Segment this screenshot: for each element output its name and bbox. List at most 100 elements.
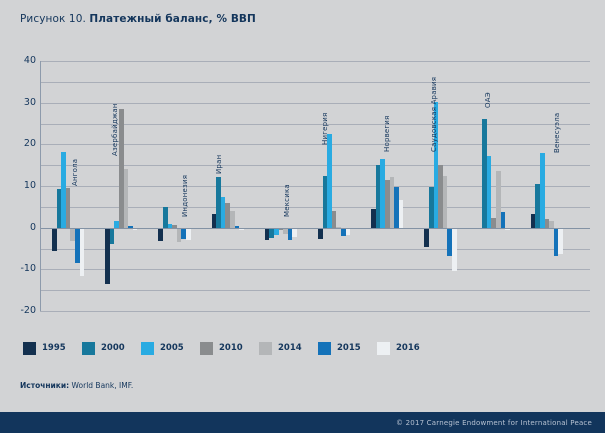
country-label: Нигерия (321, 112, 329, 145)
bar-2010-ОАЭ (491, 217, 496, 228)
bar-2016-Индонезия (186, 228, 191, 241)
y-tick-label: 0 (29, 221, 36, 233)
country-label: Индонезия (181, 174, 189, 217)
bar-2005-Саудовская Аравия (433, 101, 439, 228)
bar-2016-Ангола (79, 228, 85, 276)
bar-1995-Иран (211, 214, 217, 228)
bar-1995-Саудовская Аравия (424, 228, 429, 248)
bar-2014-Индонезия (176, 228, 182, 242)
y-tick-label: -20 (20, 305, 36, 316)
bar-2005-Мексика (274, 228, 279, 236)
bar-2000-Индонезия (163, 206, 168, 228)
legend-swatch (377, 342, 390, 355)
bar-2014-Норвегия (389, 176, 395, 228)
bar-2000-Азербайджан (109, 228, 115, 245)
bar-2010-Иран (225, 202, 230, 228)
bar-1995-Нигерия (318, 228, 323, 239)
source-line: Источники: World Bank, IMF. (20, 381, 133, 390)
bar-1995-Индонезия (158, 228, 163, 242)
bar-2000-Мексика (269, 228, 274, 238)
bar-2005-Нигерия (327, 134, 332, 228)
bar-2016-Венесуэла (558, 228, 563, 255)
legend-year-label: 2010 (219, 343, 243, 353)
bar-2015-Венесуэла (553, 228, 559, 257)
country-label: Иран (215, 154, 223, 174)
bar-2016-Азербайджан (132, 228, 138, 231)
country-label: Ангола (71, 158, 79, 186)
bar-2016-Мексика (292, 228, 297, 237)
bar-2000-Нигерия (322, 176, 328, 228)
figure-number: Рисунок 10. (20, 13, 90, 25)
bar-2010-Азербайджан (119, 109, 124, 228)
bar-2010-Индонезия (172, 224, 177, 228)
y-axis-line (40, 61, 41, 311)
bar-2015-Индонезия (181, 228, 186, 239)
y-tick-label: 20 (23, 138, 36, 150)
bar-2015-Норвегия (394, 186, 399, 228)
bar-2000-Ангола (56, 189, 62, 228)
bar-2014-Азербайджан (123, 169, 129, 228)
country-label: Венесуэла (553, 112, 561, 153)
bar-2014-Саудовская Аравия (442, 176, 448, 228)
bar-2015-Мексика (287, 228, 293, 241)
bar-1995-Мексика (264, 228, 270, 241)
bar-2005-ОАЭ (486, 155, 492, 228)
gridline (40, 102, 590, 104)
legend-swatch (200, 342, 213, 355)
legend-swatch (318, 342, 331, 355)
bar-2000-Венесуэла (535, 184, 540, 228)
bar-2016-Иран (239, 228, 244, 231)
bar-1995-Норвегия (371, 208, 376, 228)
bar-2010-Мексика (278, 228, 284, 230)
gridline (40, 269, 590, 271)
legend-year-label: 2016 (396, 343, 420, 353)
gridline (40, 144, 590, 146)
bar-2015-ОАЭ (500, 211, 506, 228)
bar-2005-Венесуэла (540, 152, 545, 228)
bar-2014-Иран (230, 211, 235, 228)
gridline (40, 206, 590, 208)
bar-2014-Мексика (283, 228, 288, 234)
legend-swatch (259, 342, 272, 355)
legend-swatch (141, 342, 154, 355)
legend-year-label: 1995 (42, 343, 66, 353)
bar-2010-Ангола (65, 188, 71, 228)
country-label: Норвегия (383, 115, 391, 152)
gridline (40, 248, 590, 250)
bar-2005-Индонезия (167, 224, 173, 228)
legend-year-label: 2015 (337, 343, 361, 353)
gridline (40, 311, 590, 312)
figure-title: Рисунок 10. Платежный баланс, % ВВП (20, 13, 256, 25)
bar-1995-Ангола (52, 228, 57, 252)
country-label: Азербайджан (111, 103, 119, 156)
footer-bar: © 2017 Carnegie Endowment for Internatio… (0, 412, 605, 433)
bar-2010-Саудовская Аравия (438, 165, 443, 228)
legend-swatch (23, 342, 36, 355)
zero-gridline (40, 227, 590, 229)
bar-2000-Норвегия (375, 165, 381, 228)
bar-1995-Венесуэла (530, 214, 536, 228)
copyright-text: © 2017 Carnegie Endowment for Internatio… (396, 418, 592, 427)
legend-swatch (82, 342, 95, 355)
bar-1995-Азербайджан (105, 228, 110, 285)
gridline (40, 123, 590, 125)
bar-2015-Иран (234, 226, 240, 228)
y-tick-label: 10 (23, 180, 36, 191)
bar-2015-Азербайджан (128, 225, 133, 228)
bar-2005-Ангола (61, 151, 66, 228)
bar-2015-Ангола (75, 228, 80, 263)
bar-2010-Норвегия (385, 180, 390, 228)
country-label: Мексика (283, 184, 291, 217)
bar-2016-Норвегия (398, 200, 404, 228)
figure-title-text: Платежный баланс, % ВВП (89, 13, 256, 25)
gridline (40, 186, 590, 187)
legend-year-label: 2014 (278, 343, 302, 353)
bar-2000-Иран (216, 176, 221, 228)
bar-2014-Нигерия (336, 226, 341, 228)
source-label: Источники: (20, 381, 70, 390)
bar-2016-Саудовская Аравия (452, 228, 457, 272)
bar-2014-Ангола (70, 228, 75, 242)
country-label: ОАЭ (484, 92, 492, 108)
gridline (40, 165, 590, 167)
bar-2010-Венесуэла (544, 219, 550, 228)
